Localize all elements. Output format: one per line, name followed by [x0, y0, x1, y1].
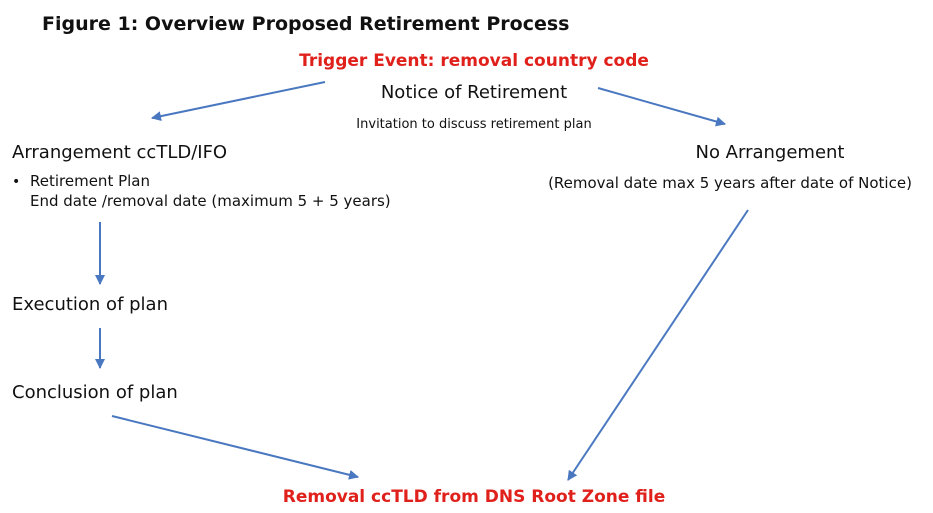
no-arrangement-detail: (Removal date max 5 years after date of …: [548, 174, 912, 192]
execution: Execution of plan: [12, 294, 168, 315]
arrow: [151, 81, 326, 122]
arrow: [567, 209, 749, 481]
title: Figure 1: Overview Proposed Retirement P…: [42, 13, 569, 35]
arrangement-bullet: Retirement Plan: [30, 172, 150, 190]
arrangement: Arrangement ccTLD/IFO: [12, 142, 227, 163]
removal: Removal ccTLD from DNS Root Zone file: [283, 487, 666, 507]
no-arrangement: No Arrangement: [695, 142, 844, 163]
conclusion: Conclusion of plan: [12, 382, 178, 403]
notice-sub: Invitation to discuss retirement plan: [356, 117, 591, 132]
arrangement-detail: End date /removal date (maximum 5 + 5 ye…: [30, 192, 391, 210]
arrow: [597, 87, 726, 127]
bullet: •: [12, 174, 20, 190]
notice: Notice of Retirement: [381, 82, 567, 103]
arrow: [111, 415, 359, 480]
trigger: Trigger Event: removal country code: [299, 51, 649, 71]
